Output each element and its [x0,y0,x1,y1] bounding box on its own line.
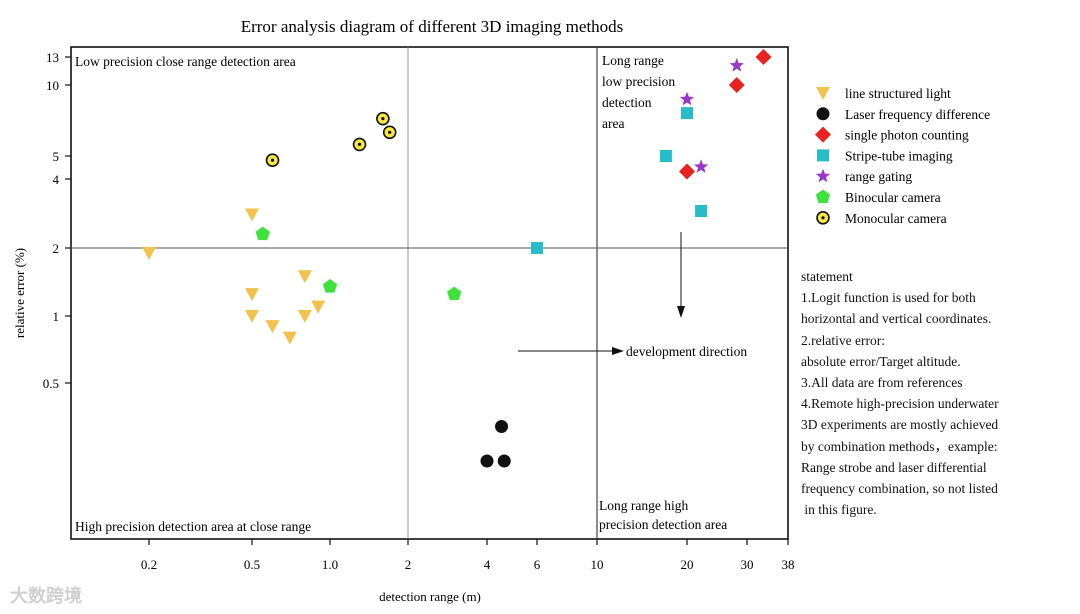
point-laser-frequency-difference [480,454,494,468]
statement-line: 4.Remote high-precision underwater [801,396,999,412]
point-line-structured-light [297,310,312,323]
legend-marker-laser-frequency-difference [816,107,830,121]
watermark-logo: 大数跨境 [10,586,82,607]
quadrant-label-top-right-4: area [602,116,624,131]
y-axis-ticks: 0.5 1 2 4 5 10 13 [43,50,71,391]
statement-line: frequency combination, so not listed [801,481,998,497]
point-line-structured-light [142,247,156,261]
x-tick-label: 2 [405,557,412,572]
x-tick-label: 6 [534,557,541,572]
statement-line: statement [801,269,853,284]
y-tick-label: 2 [53,241,60,256]
x-tick-label: 1.0 [322,557,338,572]
point-stripe-tube-imaging [531,242,543,254]
point-stripe-tube-imaging [659,150,672,162]
statement-block: statement 1.Logit function is used for b… [801,266,1076,520]
statement-line: 2.relative error: [801,332,885,348]
point-stripe-tube-imaging [695,205,708,218]
legend-label-laser-frequency-difference: Laser frequency difference [845,107,990,122]
legend-label-monocular-camera: Monocular camera [845,211,947,226]
point-line-structured-light [245,288,259,302]
legend-label-binocular-camera: Binocular camera [845,190,941,205]
legend-label-single-photon-counting: single photon counting [845,128,969,143]
monocular-marker-dot [270,158,275,162]
y-tick-label: 13 [46,50,59,65]
x-tick-label: 38 [782,557,795,572]
y-tick-label: 1 [53,309,60,324]
point-range-gating [729,58,744,72]
quadrant-label-top-right-2: low precision [602,74,675,89]
quadrant-label-top-left: Low precision close range detection area [75,54,296,69]
chart-title: Error analysis diagram of different 3D i… [241,17,624,36]
statement-line: 3D experiments are mostly achieved [801,417,999,433]
quadrant-label-top-right-1: Long range [602,53,664,68]
x-tick-label: 0.5 [244,557,260,572]
statement-line: 3.All data are from references [801,375,963,391]
point-line-structured-light [245,310,259,323]
development-arrow-right-head [612,347,624,355]
x-tick-label: 20 [681,557,694,572]
statement-line: by combination methods，example: [801,438,998,454]
y-tick-label: 10 [46,78,59,93]
point-line-structured-light [311,300,326,314]
point-stripe-tube-imaging [681,107,693,120]
y-tick-label: 0.5 [43,376,59,391]
x-tick-label: 30 [741,557,754,572]
legend-marker-monocular-camera [816,211,830,225]
legend-label-line-structured-light: line structured light [845,86,951,101]
development-arrow-down-head [677,306,685,318]
statement-line: Range strobe and laser differential [801,459,987,475]
x-axis-label: detection range (m) [379,589,481,604]
point-laser-frequency-difference [497,454,511,468]
legend-label-stripe-tube-imaging: Stripe-tube imaging [845,148,953,163]
x-tick-label: 4 [484,557,491,572]
monocular-marker-dot [388,130,392,134]
statement-line: in this figure. [801,502,877,518]
point-binocular-camera [255,226,270,241]
point-range-gating [679,91,695,106]
x-axis-ticks: 0.2 0.5 1.0 2 4 6 10 20 30 38 [141,539,795,572]
point-monocular-camera [352,137,367,152]
monocular-marker-dot [821,216,825,220]
point-single-photon-counting [728,77,745,93]
x-tick-label: 10 [591,557,604,572]
monocular-marker-dot [357,142,362,146]
legend: line structured light Laser frequency dif… [815,86,990,226]
point-range-gating [693,159,709,173]
point-line-structured-light [245,208,259,222]
legend-marker-binocular-camera [815,189,831,204]
legend-marker-line-structured-light [816,87,830,100]
y-tick-label: 5 [53,149,60,164]
point-laser-frequency-difference [495,419,509,433]
monocular-marker-dot [381,117,385,121]
legend-marker-stripe-tube-imaging [817,149,829,162]
point-binocular-camera [447,286,462,301]
quadrant-label-bottom-left: High precision detection area at close r… [75,519,311,534]
plot-frame [70,46,789,540]
point-line-structured-light [282,331,297,345]
legend-marker-single-photon-counting [815,126,831,143]
legend-marker-range-gating [815,168,831,183]
quadrant-label-top-right-3: detection [602,95,652,110]
statement-line: horizontal and vertical coordinates. [801,311,992,327]
statement-line: absolute error/Target altitude. [801,353,961,369]
point-line-structured-light [265,320,280,334]
y-tick-label: 4 [53,172,60,187]
data-points [142,49,772,468]
point-single-photon-counting [755,49,772,65]
point-binocular-camera [322,279,338,293]
quadrant-label-bottom-right-1: Long range high [599,498,688,513]
point-monocular-camera [265,153,280,168]
statement-line: 1.Logit function is used for both [801,290,976,306]
y-axis-label: relative error (%) [12,248,27,338]
point-monocular-camera [382,125,397,140]
point-monocular-camera [376,111,390,126]
development-direction-label: development direction [626,344,747,359]
legend-label-range-gating: range gating [845,169,912,184]
point-single-photon-counting [679,163,695,180]
x-tick-label: 0.2 [141,557,157,572]
quadrant-label-bottom-right-2: precision detection area [599,517,727,532]
point-line-structured-light [297,270,312,284]
